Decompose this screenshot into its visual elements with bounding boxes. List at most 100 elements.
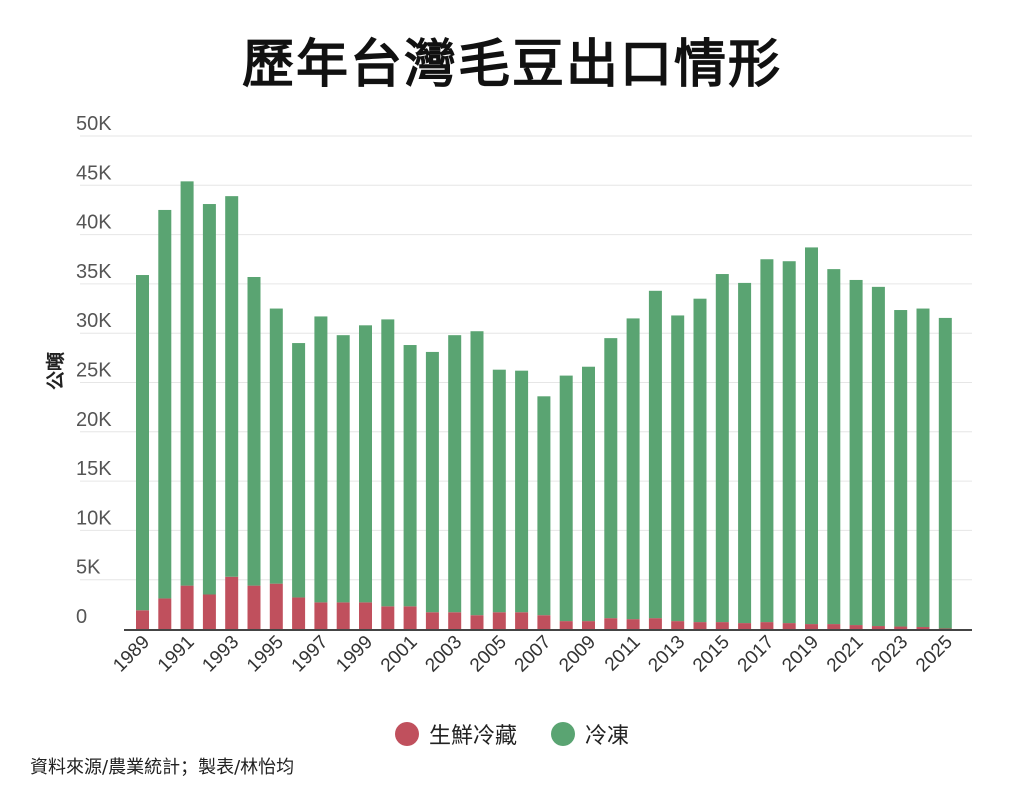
bar-frozen-1999[interactable] [359, 325, 372, 603]
bar-fresh-2017[interactable] [760, 622, 774, 629]
bar-fresh-2021[interactable] [849, 625, 863, 629]
legend-label-frozen: 冷凍 [585, 724, 630, 749]
bar-fresh-1991[interactable] [180, 585, 194, 629]
x-tick-label: 1991 [154, 632, 199, 677]
bar-fresh-2011[interactable] [626, 619, 640, 629]
legend-item-fresh[interactable]: 生鮮冷藏 [394, 718, 517, 750]
bar-fresh-1990[interactable] [158, 598, 172, 629]
bar-frozen-2010[interactable] [604, 338, 618, 619]
bar-frozen-2017[interactable] [760, 259, 774, 623]
bar-frozen-1998[interactable] [336, 335, 350, 603]
bar-frozen-2018[interactable] [782, 261, 796, 624]
bar-frozen-1994[interactable] [247, 276, 261, 586]
bar-fresh-2000[interactable] [381, 606, 395, 629]
bar-fresh-2023[interactable] [894, 626, 908, 629]
bar-frozen-2007[interactable] [537, 396, 551, 616]
bar-fresh-1998[interactable] [336, 602, 350, 629]
chart-title: 歷年台灣毛豆出口情形 [241, 35, 782, 95]
bar-fresh-1993[interactable] [225, 576, 239, 629]
x-tick-label: 2003 [421, 632, 466, 677]
bar-fresh-2001[interactable] [403, 606, 417, 629]
bar-fresh-2004[interactable] [470, 615, 484, 629]
x-tick-label: 2007 [511, 632, 556, 677]
bar-frozen-1993[interactable] [225, 196, 239, 577]
x-tick-label: 1995 [243, 632, 288, 677]
y-axis-label: 公噸 [44, 352, 67, 390]
bars [136, 181, 952, 629]
bar-frozen-2005[interactable] [492, 369, 506, 613]
bar-frozen-2009[interactable] [582, 366, 595, 622]
bar-frozen-1990[interactable] [158, 209, 172, 599]
bar-fresh-2020[interactable] [827, 624, 841, 629]
x-tick-label: 1993 [198, 632, 243, 677]
bar-frozen-2000[interactable] [381, 319, 395, 607]
bar-frozen-1991[interactable] [180, 181, 194, 586]
bar-frozen-2023[interactable] [894, 310, 908, 627]
bar-frozen-2015[interactable] [715, 274, 729, 623]
x-tick-label: 2021 [823, 632, 868, 677]
bar-fresh-1995[interactable] [269, 583, 283, 629]
bar-frozen-2013[interactable] [671, 315, 685, 622]
bar-fresh-2008[interactable] [559, 621, 573, 629]
bar-frozen-2008[interactable] [559, 375, 573, 622]
x-tick-label: 2017 [734, 632, 779, 677]
bar-fresh-2019[interactable] [805, 624, 818, 629]
bar-frozen-1989[interactable] [136, 275, 149, 611]
bar-fresh-2024[interactable] [916, 627, 930, 629]
bar-fresh-2006[interactable] [515, 612, 529, 629]
bar-frozen-2019[interactable] [805, 247, 818, 625]
bar-fresh-2002[interactable] [425, 612, 439, 629]
x-tick-label: 2005 [466, 632, 511, 677]
bar-fresh-2016[interactable] [738, 623, 752, 629]
legend-label-fresh: 生鮮冷藏 [428, 724, 517, 749]
x-tick-label: 2009 [555, 632, 600, 677]
bar-fresh-2005[interactable] [492, 612, 506, 629]
bar-frozen-1997[interactable] [314, 316, 328, 603]
bar-frozen-1996[interactable] [292, 343, 306, 598]
y-tick-label: 0 [76, 606, 87, 628]
bar-fresh-2009[interactable] [582, 621, 595, 629]
bar-frozen-2016[interactable] [738, 282, 752, 624]
bar-fresh-2007[interactable] [537, 615, 551, 629]
bar-frozen-2002[interactable] [425, 351, 439, 613]
bar-frozen-2004[interactable] [470, 331, 484, 616]
bar-fresh-2022[interactable] [871, 626, 885, 629]
bar-fresh-1989[interactable] [136, 610, 149, 629]
y-tick-label: 10K [76, 507, 112, 529]
legend: 生鮮冷藏 冷凍 [0, 718, 1024, 750]
bar-frozen-2003[interactable] [448, 335, 462, 613]
bar-fresh-2018[interactable] [782, 623, 796, 629]
bar-fresh-2014[interactable] [693, 622, 707, 629]
bar-fresh-1992[interactable] [202, 594, 216, 629]
bar-frozen-2014[interactable] [693, 298, 707, 623]
bar-frozen-2022[interactable] [871, 286, 885, 627]
bar-frozen-1995[interactable] [269, 308, 283, 584]
bar-frozen-2021[interactable] [849, 279, 863, 626]
bar-frozen-2001[interactable] [403, 345, 417, 607]
y-tick-label: 35K [76, 261, 112, 283]
bar-fresh-1997[interactable] [314, 602, 328, 629]
legend-item-frozen[interactable]: 冷凍 [551, 718, 629, 750]
bar-frozen-2025[interactable] [938, 317, 952, 629]
bar-frozen-1992[interactable] [202, 204, 216, 595]
y-tick-label: 20K [76, 409, 112, 431]
bar-fresh-1994[interactable] [247, 585, 261, 629]
bar-fresh-1999[interactable] [359, 602, 372, 629]
bar-frozen-2012[interactable] [648, 290, 662, 619]
bar-frozen-2024[interactable] [916, 308, 930, 628]
x-tick-label: 2011 [601, 632, 645, 676]
source-note: 資料來源/農業統計；製表/林怡均 [30, 757, 295, 778]
bar-frozen-2011[interactable] [626, 318, 640, 620]
bar-fresh-2012[interactable] [648, 618, 662, 629]
bar-fresh-2015[interactable] [715, 622, 729, 629]
x-tick-label: 2023 [867, 632, 912, 677]
bar-fresh-2010[interactable] [604, 618, 618, 629]
x-tick-label: 2001 [377, 632, 422, 677]
x-tick-label: 2019 [778, 632, 823, 677]
bar-frozen-2006[interactable] [515, 370, 529, 613]
bar-fresh-2013[interactable] [671, 621, 685, 629]
bar-fresh-2003[interactable] [448, 612, 462, 629]
bar-fresh-1996[interactable] [292, 597, 306, 629]
bar-frozen-2020[interactable] [827, 269, 841, 625]
